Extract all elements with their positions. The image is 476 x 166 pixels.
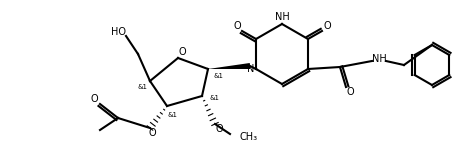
Text: O: O	[346, 87, 353, 97]
Text: O: O	[148, 128, 156, 138]
Polygon shape	[208, 63, 250, 69]
Text: &1: &1	[208, 95, 218, 101]
Text: NH: NH	[371, 54, 386, 64]
Text: O: O	[90, 94, 98, 104]
Text: O: O	[323, 21, 330, 31]
Text: O: O	[233, 21, 240, 31]
Text: &1: &1	[168, 112, 178, 118]
Text: &1: &1	[137, 84, 147, 90]
Text: CH₃: CH₃	[239, 132, 258, 142]
Text: NH: NH	[274, 12, 289, 22]
Text: HO: HO	[110, 27, 125, 37]
Text: O: O	[215, 124, 222, 134]
Text: &1: &1	[213, 73, 223, 79]
Text: O: O	[178, 47, 186, 57]
Text: N: N	[247, 64, 254, 74]
